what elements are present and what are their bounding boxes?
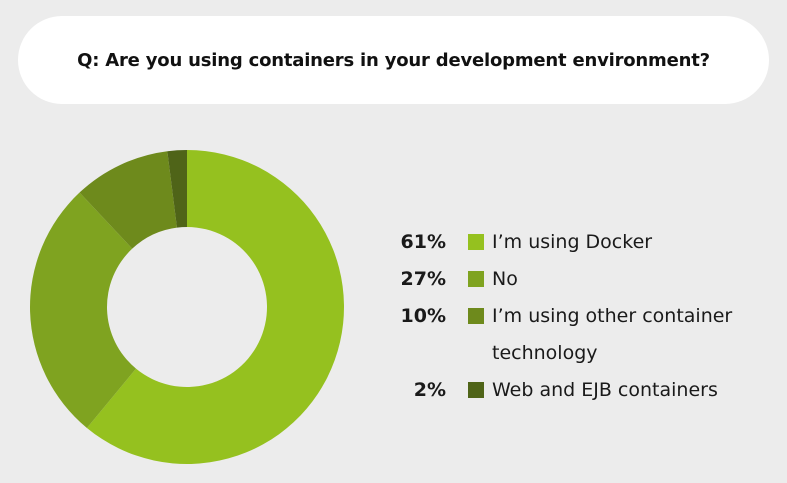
legend-value: 61% bbox=[400, 231, 446, 253]
legend-value: 27% bbox=[400, 268, 446, 290]
legend: 61% I’m using Docker 27% No 10% I’m usin… bbox=[380, 224, 770, 409]
slice-docker bbox=[86, 150, 345, 464]
legend-item-other: 10% I’m using other container technology bbox=[380, 298, 770, 372]
legend-value: 10% bbox=[400, 305, 446, 327]
legend-label: Web and EJB containers bbox=[492, 379, 718, 401]
legend-swatch bbox=[468, 382, 484, 398]
slice-no bbox=[29, 192, 137, 428]
question-banner: Q: Are you using containers in your deve… bbox=[18, 16, 769, 104]
legend-swatch bbox=[468, 234, 484, 250]
legend-swatch bbox=[468, 271, 484, 287]
legend-item-ejb: 2% Web and EJB containers bbox=[380, 372, 770, 409]
legend-label: I’m using other container technology bbox=[492, 305, 733, 364]
legend-item-docker: 61% I’m using Docker bbox=[380, 224, 770, 261]
donut-chart bbox=[29, 150, 345, 464]
legend-item-no: 27% No bbox=[380, 261, 770, 298]
legend-value: 2% bbox=[413, 379, 446, 401]
question-text: Q: Are you using containers in your deve… bbox=[77, 49, 710, 71]
legend-swatch bbox=[468, 308, 484, 324]
legend-label: I’m using Docker bbox=[492, 231, 653, 253]
slice-ejb bbox=[167, 150, 187, 228]
legend-label: No bbox=[492, 268, 518, 290]
slice-other bbox=[79, 151, 177, 249]
